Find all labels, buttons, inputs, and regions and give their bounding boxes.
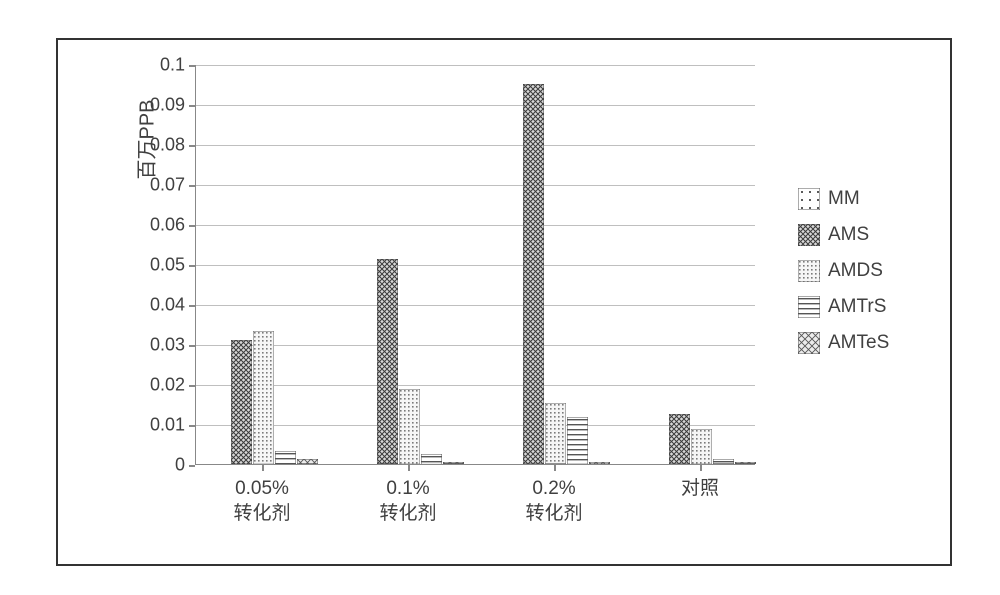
legend-swatch bbox=[798, 260, 820, 282]
legend-swatch bbox=[798, 188, 820, 210]
legend-swatch bbox=[798, 332, 820, 354]
bar bbox=[735, 462, 756, 464]
gridline bbox=[196, 145, 755, 146]
legend-label: AMTeS bbox=[828, 332, 889, 354]
y-tick-mark bbox=[189, 185, 195, 187]
legend-label: MM bbox=[828, 188, 860, 210]
y-tick-mark bbox=[189, 465, 195, 467]
x-group-label: 0.05% 转化剂 bbox=[202, 477, 322, 526]
y-tick-label: 0.03 bbox=[0, 335, 185, 356]
x-tick-mark bbox=[554, 465, 556, 471]
y-tick-mark bbox=[189, 225, 195, 227]
bar bbox=[399, 389, 420, 464]
x-group-label: 对照 bbox=[640, 477, 760, 502]
bar bbox=[377, 259, 398, 464]
y-tick-mark bbox=[189, 105, 195, 107]
y-tick-label: 0.06 bbox=[0, 215, 185, 236]
gridline bbox=[196, 185, 755, 186]
y-tick-label: 0 bbox=[0, 455, 185, 476]
x-group-label: 0.1% 转化剂 bbox=[348, 477, 468, 526]
gridline bbox=[196, 65, 755, 66]
legend-item: MM bbox=[798, 188, 889, 210]
y-tick-mark bbox=[189, 425, 195, 427]
y-tick-label: 0.07 bbox=[0, 175, 185, 196]
legend-item: AMDS bbox=[798, 260, 889, 282]
bar bbox=[523, 84, 544, 464]
y-tick-label: 0.01 bbox=[0, 415, 185, 436]
bar bbox=[691, 429, 712, 464]
legend-label: AMS bbox=[828, 224, 869, 246]
legend-item: AMTeS bbox=[798, 332, 889, 354]
legend-label: AMDS bbox=[828, 260, 883, 282]
y-tick-mark bbox=[189, 385, 195, 387]
y-tick-label: 0.08 bbox=[0, 135, 185, 156]
bar bbox=[713, 459, 734, 464]
gridline bbox=[196, 305, 755, 306]
gridline bbox=[196, 385, 755, 386]
y-tick-label: 0.05 bbox=[0, 255, 185, 276]
legend-item: AMS bbox=[798, 224, 889, 246]
bar bbox=[275, 451, 296, 464]
legend-item: AMTrS bbox=[798, 296, 889, 318]
x-group-label: 0.2% 转化剂 bbox=[494, 477, 614, 526]
gridline bbox=[196, 345, 755, 346]
y-tick-mark bbox=[189, 305, 195, 307]
y-tick-mark bbox=[189, 145, 195, 147]
gridline bbox=[196, 105, 755, 106]
y-tick-label: 0.02 bbox=[0, 375, 185, 396]
gridline bbox=[196, 225, 755, 226]
x-tick-mark bbox=[262, 465, 264, 471]
x-tick-mark bbox=[700, 465, 702, 471]
y-tick-mark bbox=[189, 345, 195, 347]
y-tick-label: 0.09 bbox=[0, 95, 185, 116]
bar bbox=[231, 340, 252, 464]
plot-area bbox=[195, 65, 755, 465]
bar bbox=[669, 414, 690, 464]
legend-swatch bbox=[798, 224, 820, 246]
bar bbox=[253, 331, 274, 464]
legend-label: AMTrS bbox=[828, 296, 886, 318]
bar bbox=[297, 459, 318, 464]
bar bbox=[443, 462, 464, 464]
gridline bbox=[196, 265, 755, 266]
bar bbox=[567, 417, 588, 464]
legend: MM AMS AMDS AMTrS AMTeS bbox=[798, 188, 889, 368]
y-tick-label: 0.1 bbox=[0, 55, 185, 76]
y-tick-mark bbox=[189, 65, 195, 67]
bar bbox=[589, 462, 610, 464]
y-tick-label: 0.04 bbox=[0, 295, 185, 316]
bar bbox=[421, 454, 442, 464]
y-tick-mark bbox=[189, 265, 195, 267]
x-tick-mark bbox=[408, 465, 410, 471]
bar bbox=[545, 403, 566, 464]
legend-swatch bbox=[798, 296, 820, 318]
